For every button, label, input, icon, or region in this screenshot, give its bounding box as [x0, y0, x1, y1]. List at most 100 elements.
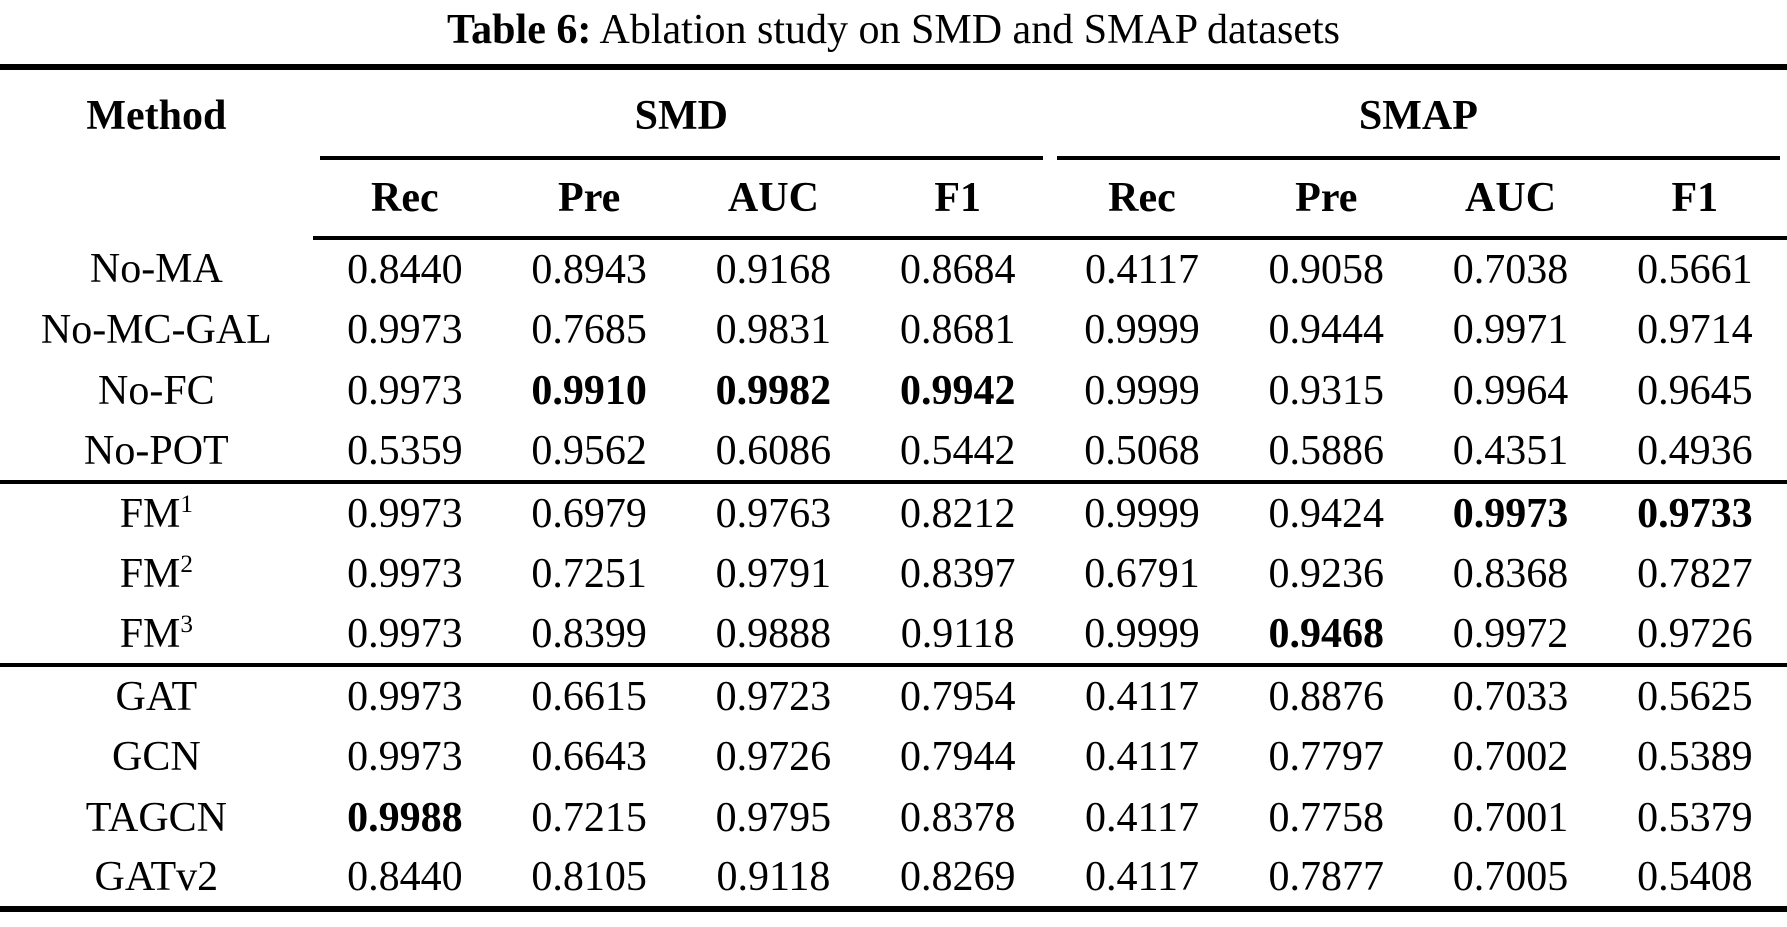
metric-value: 0.7758 [1268, 794, 1385, 841]
col-header-smap-f1: F1 [1602, 160, 1787, 240]
metric-value: 0.5068 [1084, 427, 1200, 474]
metric-value: 0.5379 [1637, 794, 1753, 841]
metric-value: 0.7033 [1418, 663, 1603, 726]
group-header-smd-label: SMD [319, 70, 1043, 160]
metric-value: 0.5625 [1602, 663, 1787, 726]
col-header-smd-rec: Rec [312, 160, 497, 240]
method-superscript: 2 [180, 550, 193, 578]
metric-value: 0.9791 [715, 550, 832, 597]
metric-value: 0.9999 [1084, 367, 1200, 414]
metric-value: 0.4117 [1085, 246, 1199, 293]
metric-value: 0.9714 [1637, 306, 1753, 353]
table-row: No-FC 0.9973 0.9910 0.9982 0.9942 0.9999 0.931… [0, 360, 1787, 421]
metric-value: 0.9562 [531, 427, 647, 474]
metric-value: 0.8876 [1234, 663, 1419, 726]
group-header-smap: SMAP [1050, 67, 1787, 160]
metric-value: 0.7877 [1268, 854, 1385, 900]
metric-value: 0.7685 [531, 306, 647, 353]
ablation-table: Method SMD SMAP Rec Pre AUC F1 Rec Pre A… [0, 64, 1787, 912]
metric-value: 0.9973 [347, 367, 463, 414]
metric-value: 0.4117 [1049, 663, 1235, 726]
table-caption: Table 6: Ablation study on SMD and SMAP … [0, 0, 1787, 64]
metric-value: 0.4936 [1637, 427, 1753, 474]
table-row: FM1 0.9973 0.6979 0.9763 0.8212 0.9999 0.9424 0… [0, 480, 1787, 543]
metric-value: 0.7827 [1637, 550, 1753, 597]
metric-value: 0.5359 [347, 427, 463, 474]
metric-value: 0.5886 [1268, 427, 1385, 474]
metric-value: 0.6979 [497, 480, 682, 543]
metric-value: 0.5442 [899, 427, 1016, 474]
table-row: GATv2 0.8440 0.8105 0.9118 0.8269 0.4117 0.787… [0, 848, 1787, 909]
metric-value: 0.9058 [1268, 246, 1385, 293]
metric-value: 0.9645 [1637, 367, 1753, 414]
metric-value: 0.8440 [347, 246, 463, 293]
metric-value: 0.8684 [899, 246, 1016, 293]
metric-value: 0.8399 [531, 610, 647, 657]
table-row: GCN 0.9973 0.6643 0.9726 0.7944 0.4117 0.7797 0… [0, 726, 1787, 787]
metric-value: 0.8397 [899, 550, 1016, 597]
metric-value: 0.9999 [1084, 306, 1200, 353]
metric-value: 0.9973 [347, 550, 463, 597]
metric-value: 0.7215 [531, 794, 647, 841]
metric-value: 0.6086 [715, 427, 832, 474]
method-name: GATv2 [94, 854, 219, 900]
metric-value: 0.8378 [899, 794, 1016, 841]
metric-value: 0.9723 [681, 663, 866, 726]
metric-value: 0.9315 [1268, 367, 1385, 414]
metric-value: 0.8105 [531, 854, 647, 900]
metric-value: 0.9424 [1234, 480, 1419, 543]
method-superscript: 1 [180, 490, 193, 518]
col-header-smap-pre: Pre [1234, 160, 1419, 240]
col-header-smd-f1: F1 [865, 160, 1050, 240]
metric-value: 0.8368 [1452, 550, 1569, 597]
metric-value: 0.7002 [1452, 733, 1569, 780]
metric-value: 0.8440 [347, 854, 463, 900]
metric-value: 0.9973 [347, 306, 463, 353]
table-row: FM2 0.9973 0.7251 0.9791 0.8397 0.6791 0.9236 0… [0, 543, 1787, 604]
metric-value: 0.9726 [715, 733, 832, 780]
metric-value: 0.9973 [312, 663, 497, 726]
metric-value: 0.9733 [1602, 480, 1787, 543]
method-name: No-MA [89, 245, 223, 292]
metric-value: 0.7005 [1452, 854, 1569, 900]
metric-value: 0.4117 [1085, 854, 1199, 900]
metric-value: 0.9168 [715, 246, 832, 293]
method-name: No-FC [98, 367, 215, 414]
method-name: FM1 [0, 480, 313, 543]
group-header-row: Method SMD SMAP [0, 67, 1787, 160]
metric-value: 0.9964 [1452, 367, 1569, 414]
table-row: No-MA 0.8440 0.8943 0.9168 0.8684 0.4117 0.905… [0, 238, 1787, 299]
method-name: No-POT [84, 427, 229, 474]
table-row: No-POT 0.5359 0.9562 0.6086 0.5442 0.5068 0.58… [0, 421, 1787, 482]
metric-value: 0.6615 [497, 663, 682, 726]
col-header-smap-rec: Rec [1049, 160, 1235, 240]
table-caption-text: Ablation study on SMD and SMAP datasets [591, 7, 1340, 53]
metric-value: 0.4117 [1085, 794, 1199, 841]
metric-value: 0.9763 [681, 480, 866, 543]
metric-value: 0.9468 [1268, 610, 1385, 657]
col-header-smap-auc: AUC [1418, 160, 1603, 240]
metric-value: 0.8943 [531, 246, 647, 293]
metric-value: 0.9982 [715, 367, 832, 414]
metric-value: 0.9831 [715, 306, 832, 353]
table-row: No-MC-GAL 0.9973 0.7685 0.9831 0.8681 0.9999 0… [0, 299, 1787, 360]
metric-value: 0.9988 [347, 794, 463, 841]
metric-value: 0.9972 [1452, 610, 1569, 657]
metric-value: 0.8212 [865, 480, 1050, 543]
group-header-smd: SMD [313, 67, 1050, 160]
metric-value: 0.9999 [1084, 610, 1200, 657]
metric-value: 0.7038 [1452, 246, 1569, 293]
table-row: FM3 0.9973 0.8399 0.9888 0.9118 0.9999 0.9468 0… [0, 604, 1787, 665]
metric-value: 0.9971 [1452, 306, 1569, 353]
metric-value: 0.9118 [900, 610, 1015, 657]
metric-value: 0.8269 [899, 854, 1016, 900]
table-row: TAGCN 0.9988 0.7215 0.9795 0.8378 0.4117 0.775… [0, 787, 1787, 848]
metric-value: 0.9999 [1049, 480, 1235, 543]
metric-value: 0.4351 [1452, 427, 1569, 474]
metric-value: 0.9942 [899, 367, 1016, 414]
method-name: FM2 [119, 550, 193, 597]
table-body: No-MA 0.8440 0.8943 0.9168 0.8684 0.4117 0.905… [0, 238, 1787, 909]
metric-value: 0.5389 [1637, 733, 1753, 780]
metric-value: 0.9236 [1268, 550, 1385, 597]
